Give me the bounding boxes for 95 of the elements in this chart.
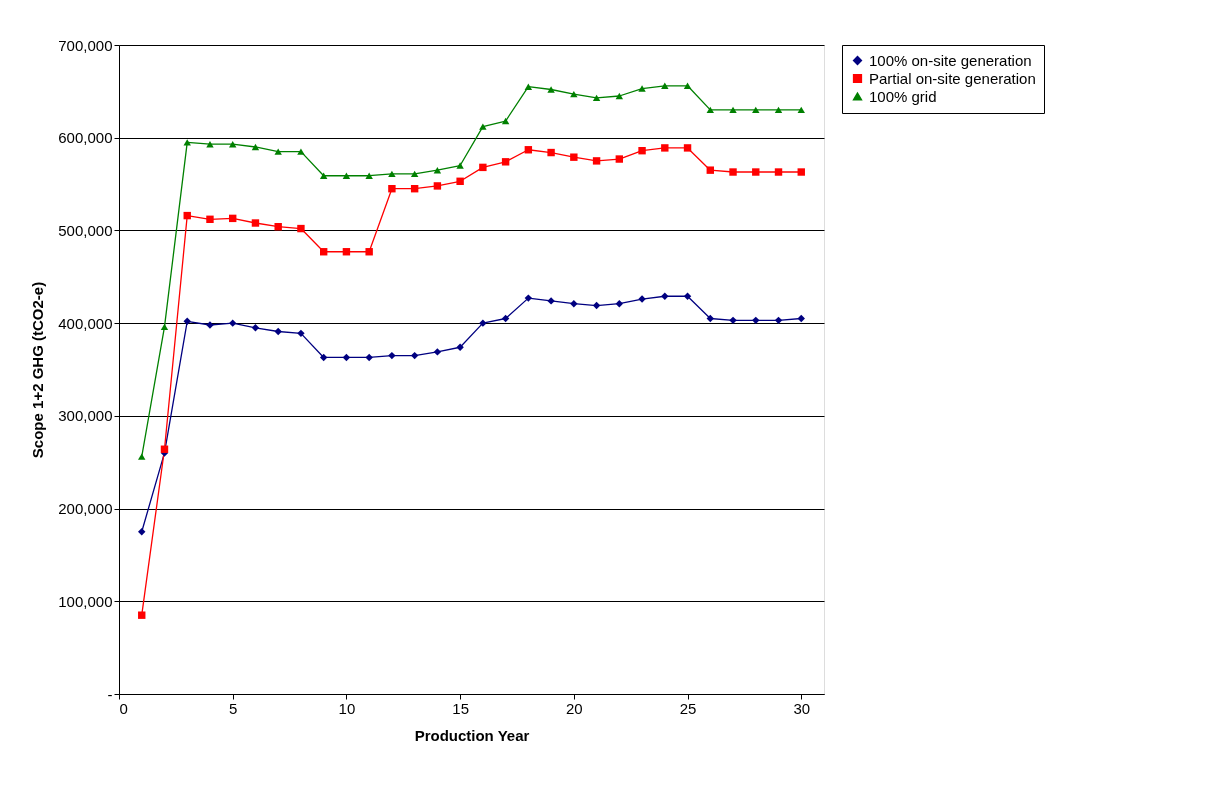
point — [274, 148, 282, 155]
point — [774, 106, 783, 114]
point — [683, 292, 692, 300]
x-tick-label: 10 — [338, 699, 356, 717]
x-tick-label: 0 — [119, 699, 128, 717]
point — [183, 139, 191, 146]
point — [638, 85, 646, 92]
point — [501, 158, 510, 166]
point — [319, 172, 328, 179]
point — [433, 182, 442, 190]
point — [138, 611, 146, 619]
point — [706, 166, 714, 174]
point — [297, 224, 305, 233]
point — [297, 148, 305, 155]
y-tick-label: 100,000 — [58, 592, 113, 610]
point — [638, 146, 646, 155]
y-tick-label: 200,000 — [58, 500, 113, 518]
point — [524, 294, 533, 302]
point — [615, 92, 624, 100]
point — [183, 317, 191, 325]
point — [706, 106, 714, 114]
point — [797, 106, 805, 114]
point — [410, 170, 419, 178]
point — [570, 299, 578, 308]
y-tick-label: 500,000 — [58, 221, 113, 239]
point — [251, 219, 260, 227]
point — [365, 353, 373, 362]
point — [138, 453, 146, 460]
point — [752, 316, 760, 325]
x-tick-label: 30 — [793, 699, 811, 717]
point — [388, 351, 396, 360]
legend-label: 100% grid — [869, 87, 937, 105]
point — [752, 168, 760, 176]
point — [388, 170, 396, 178]
point — [592, 301, 601, 310]
point — [274, 327, 282, 336]
point — [365, 248, 373, 256]
point — [683, 144, 692, 152]
point — [661, 144, 669, 152]
point — [433, 348, 442, 356]
point — [661, 292, 669, 300]
point — [342, 353, 351, 362]
point — [501, 117, 510, 125]
point — [615, 299, 624, 308]
point — [501, 314, 510, 323]
x-axis-title: Production Year — [414, 726, 530, 744]
legend-label: 100% on-site generation — [869, 51, 1032, 69]
point — [774, 168, 783, 176]
y-tick-label: 700,000 — [58, 36, 113, 54]
point — [229, 319, 237, 327]
point — [433, 166, 442, 174]
x-tick-label: 5 — [229, 699, 238, 717]
point — [456, 162, 464, 169]
y-tick-label: 400,000 — [58, 314, 113, 332]
point — [365, 172, 373, 179]
x-tick-label: 15 — [452, 699, 469, 717]
point — [479, 123, 487, 130]
point — [274, 223, 282, 231]
y-tick-label: 600,000 — [58, 129, 113, 147]
point — [615, 155, 624, 163]
point — [661, 82, 669, 90]
point — [752, 106, 760, 114]
x-tick-label: 20 — [565, 699, 583, 717]
point — [683, 82, 692, 90]
legend-label: Partial on-site generation — [869, 69, 1036, 87]
point — [797, 168, 805, 176]
point — [524, 83, 533, 90]
y-tick-label: 300,000 — [58, 407, 113, 425]
point — [456, 343, 464, 351]
point — [547, 148, 555, 157]
point — [138, 528, 146, 536]
point — [547, 86, 555, 93]
point — [251, 143, 260, 151]
point — [729, 106, 737, 114]
point — [706, 314, 714, 323]
point — [774, 316, 783, 325]
point — [410, 351, 419, 360]
point — [388, 185, 396, 193]
point — [729, 316, 737, 325]
point — [797, 314, 805, 323]
y-axis-title: Scope 1+2 GHG (tCO2-e) — [29, 281, 47, 459]
point — [342, 172, 351, 179]
point — [160, 323, 169, 331]
point — [570, 153, 578, 161]
point — [251, 324, 260, 332]
point — [297, 329, 305, 338]
y-tick-label: - — [107, 685, 113, 703]
point — [592, 157, 601, 165]
point — [479, 163, 487, 172]
point — [729, 168, 737, 176]
x-tick-label: 25 — [679, 699, 697, 717]
point — [206, 215, 214, 224]
point — [456, 177, 464, 185]
point — [592, 94, 601, 102]
point — [319, 353, 328, 362]
